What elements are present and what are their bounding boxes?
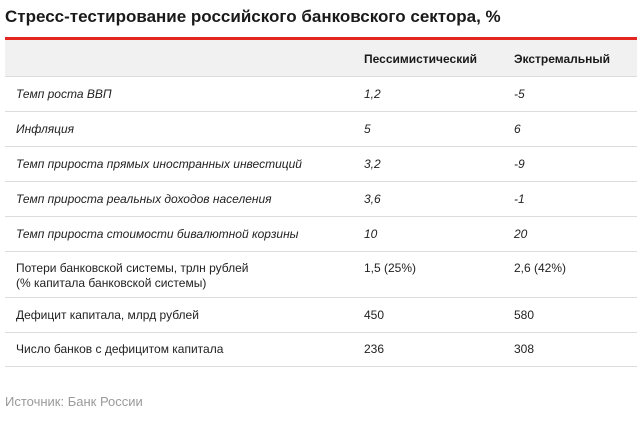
row-label-line-2: (% капитала банковской системы) — [16, 276, 207, 290]
stress-test-table: Пессимистический Экстремальный Темп рост… — [5, 40, 637, 367]
row-extreme: 2,6 (42%) — [514, 261, 567, 275]
row-extreme: -9 — [514, 157, 525, 171]
row-pessimistic: 10 — [364, 227, 378, 241]
page-title: Стресс-тестирование российского банковск… — [5, 7, 501, 26]
row-pessimistic: 1,5 (25%) — [364, 261, 417, 275]
header-pessimistic: Пессимистический — [364, 52, 477, 66]
table-row: Дефицит капитала, млрд рублей 450 580 — [5, 298, 637, 333]
row-pessimistic: 3,2 — [364, 157, 381, 171]
header-extreme: Экстремальный — [514, 52, 611, 66]
table-header-row: Пессимистический Экстремальный — [5, 40, 637, 77]
row-extreme: 308 — [514, 342, 535, 356]
row-label: Потери банковской системы, трлн рублей (… — [16, 261, 356, 291]
table-row: Темп роста ВВП 1,2 -5 — [5, 77, 637, 112]
table-row: Темп прироста стоимости бивалютной корзи… — [5, 217, 637, 252]
row-label: Темп прироста реальных доходов населения — [16, 192, 272, 206]
row-label: Темп роста ВВП — [16, 87, 112, 101]
table-row: Инфляция 5 6 — [5, 112, 637, 147]
table-row: Потери банковской системы, трлн рублей (… — [5, 252, 637, 298]
row-pessimistic: 236 — [364, 342, 385, 356]
row-pessimistic: 5 — [364, 122, 371, 136]
row-pessimistic: 450 — [364, 308, 385, 322]
accent-rule — [5, 37, 637, 40]
row-extreme: 580 — [514, 308, 535, 322]
source-note: Источник: Банк России — [5, 394, 143, 409]
table-row: Темп прироста реальных доходов населения… — [5, 182, 637, 217]
row-extreme: -5 — [514, 87, 525, 101]
row-pessimistic: 3,6 — [364, 192, 381, 206]
row-extreme: -1 — [514, 192, 525, 206]
row-pessimistic: 1,2 — [364, 87, 381, 101]
table-row: Темп прироста прямых иностранных инвести… — [5, 147, 637, 182]
row-label: Темп прироста прямых иностранных инвести… — [16, 157, 302, 171]
table-row: Число банков с дефицитом капитала 236 30… — [5, 333, 637, 367]
row-label: Число банков с дефицитом капитала — [16, 342, 224, 356]
row-label-line-1: Потери банковской системы, трлн рублей — [16, 261, 249, 275]
row-label: Темп прироста стоимости бивалютной корзи… — [16, 227, 299, 241]
row-extreme: 20 — [514, 227, 528, 241]
row-label: Дефицит капитала, млрд рублей — [16, 308, 199, 322]
row-extreme: 6 — [514, 122, 521, 136]
row-label: Инфляция — [16, 122, 75, 136]
